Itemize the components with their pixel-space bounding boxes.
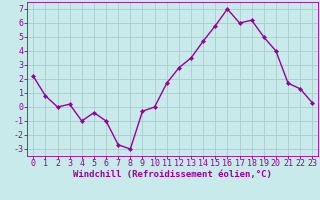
X-axis label: Windchill (Refroidissement éolien,°C): Windchill (Refroidissement éolien,°C) (73, 170, 272, 179)
